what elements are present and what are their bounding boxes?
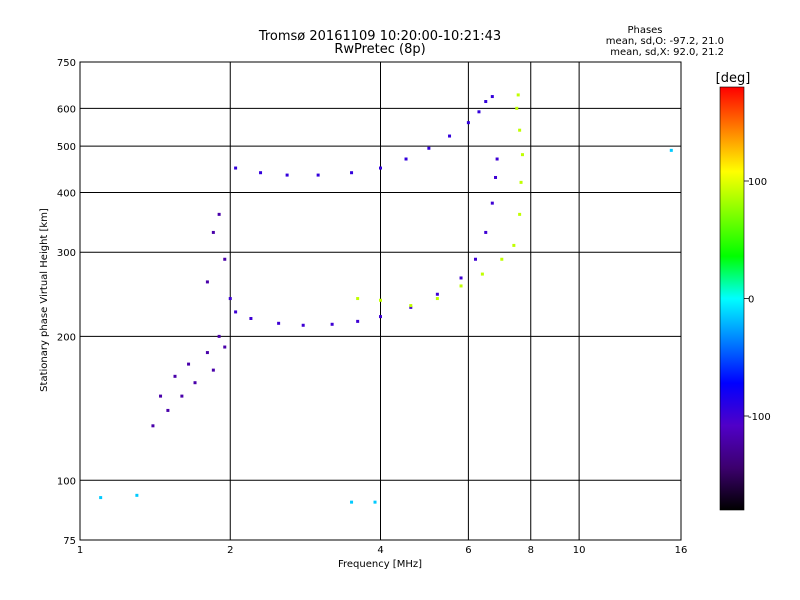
colorbar-unit-label: [deg] — [716, 71, 751, 86]
data-point — [223, 257, 227, 261]
data-point — [301, 323, 305, 327]
y-tick-label: 400 — [57, 188, 76, 199]
data-point — [205, 280, 209, 284]
data-point — [277, 321, 281, 325]
data-point — [234, 166, 238, 170]
data-point — [350, 171, 354, 175]
data-point — [166, 408, 170, 412]
y-tick-label: 600 — [57, 104, 76, 115]
data-point — [435, 297, 439, 301]
data-point — [151, 424, 155, 428]
data-point — [379, 298, 382, 302]
data-point — [217, 334, 221, 338]
x-tick-label: 2 — [227, 545, 233, 556]
data-points — [99, 93, 673, 504]
data-point — [515, 106, 519, 110]
chart-title: Tromsø 20161109 10:20:00-10:21:43 — [258, 29, 501, 44]
y-axis-ticks: 75 100 200 300 400 500 600 750 — [57, 58, 76, 547]
data-point — [379, 315, 382, 319]
data-point — [234, 310, 238, 314]
x-axis-label: Frequency [MHz] — [338, 559, 422, 570]
data-point — [249, 316, 253, 320]
data-point — [519, 180, 523, 184]
x-tick-label: 1 — [77, 545, 83, 556]
data-point — [480, 272, 484, 276]
grid-lines — [80, 62, 681, 540]
data-point — [409, 304, 413, 308]
data-point — [473, 257, 477, 261]
data-point — [211, 230, 215, 234]
y-tick-label: 500 — [57, 142, 76, 153]
data-point — [223, 345, 227, 349]
y-tick-label: 300 — [57, 248, 76, 259]
data-point — [516, 93, 520, 97]
data-point — [459, 284, 463, 288]
data-point — [459, 276, 463, 280]
data-point — [285, 173, 289, 177]
phase-stats-heading: Phases — [627, 25, 662, 36]
chart-subtitle: RwPretec (8p) — [334, 42, 425, 57]
y-tick-label: 200 — [57, 332, 76, 343]
x-tick-label: 8 — [528, 545, 534, 556]
data-point — [484, 230, 488, 234]
x-tick-label: 10 — [573, 545, 586, 556]
x-axis-ticks: 1 2 4 6 8 10 16 — [77, 545, 688, 556]
data-point — [135, 493, 139, 497]
data-point — [211, 368, 215, 372]
data-point — [490, 95, 494, 99]
data-point — [518, 212, 522, 216]
data-point — [466, 121, 470, 125]
data-point — [187, 362, 191, 366]
colorbar-tick-label: -100 — [748, 412, 771, 423]
data-point — [180, 394, 184, 398]
data-point — [330, 322, 334, 326]
data-point — [356, 319, 360, 323]
data-point — [520, 153, 524, 157]
data-point — [494, 175, 498, 179]
data-point — [409, 305, 413, 309]
data-point — [484, 100, 488, 104]
data-point — [448, 134, 452, 138]
data-point — [356, 297, 360, 301]
x-tick-label: 4 — [377, 545, 383, 556]
y-tick-label: 75 — [63, 536, 76, 547]
data-point — [373, 500, 377, 504]
colorbar-tick-label: 100 — [748, 177, 767, 188]
data-point — [512, 243, 516, 247]
data-point — [316, 173, 320, 177]
plot-frame — [79, 61, 682, 541]
data-point — [379, 166, 382, 170]
data-point — [159, 394, 163, 398]
y-axis-label: Stationary phase Virtual Height [km] — [39, 208, 50, 392]
data-point — [173, 374, 177, 378]
phase-stats-x-mode: mean, sd,X: 92.0, 21.2 — [610, 47, 724, 58]
data-point — [259, 171, 263, 175]
colorbar-ticks: 100 0 -100 — [744, 177, 771, 423]
data-point — [99, 496, 103, 500]
y-tick-label: 750 — [57, 58, 76, 69]
data-point — [495, 157, 499, 161]
data-point — [350, 500, 354, 504]
x-tick-label: 16 — [675, 545, 688, 556]
data-point — [669, 148, 673, 152]
data-point — [217, 212, 221, 216]
data-point — [205, 351, 209, 355]
data-point — [518, 128, 522, 132]
data-point — [193, 381, 197, 385]
data-point — [490, 201, 494, 205]
data-point — [427, 146, 431, 150]
data-point — [500, 257, 504, 261]
y-tick-label: 100 — [57, 476, 76, 487]
data-point — [477, 110, 481, 114]
phase-stats-o-mode: mean, sd,O: -97.2, 21.0 — [606, 36, 724, 47]
data-point — [228, 297, 232, 301]
data-point — [435, 292, 439, 296]
data-point — [404, 157, 408, 161]
x-tick-label: 6 — [465, 545, 471, 556]
colorbar-tick-label: 0 — [748, 295, 754, 306]
colorbar — [719, 86, 745, 511]
